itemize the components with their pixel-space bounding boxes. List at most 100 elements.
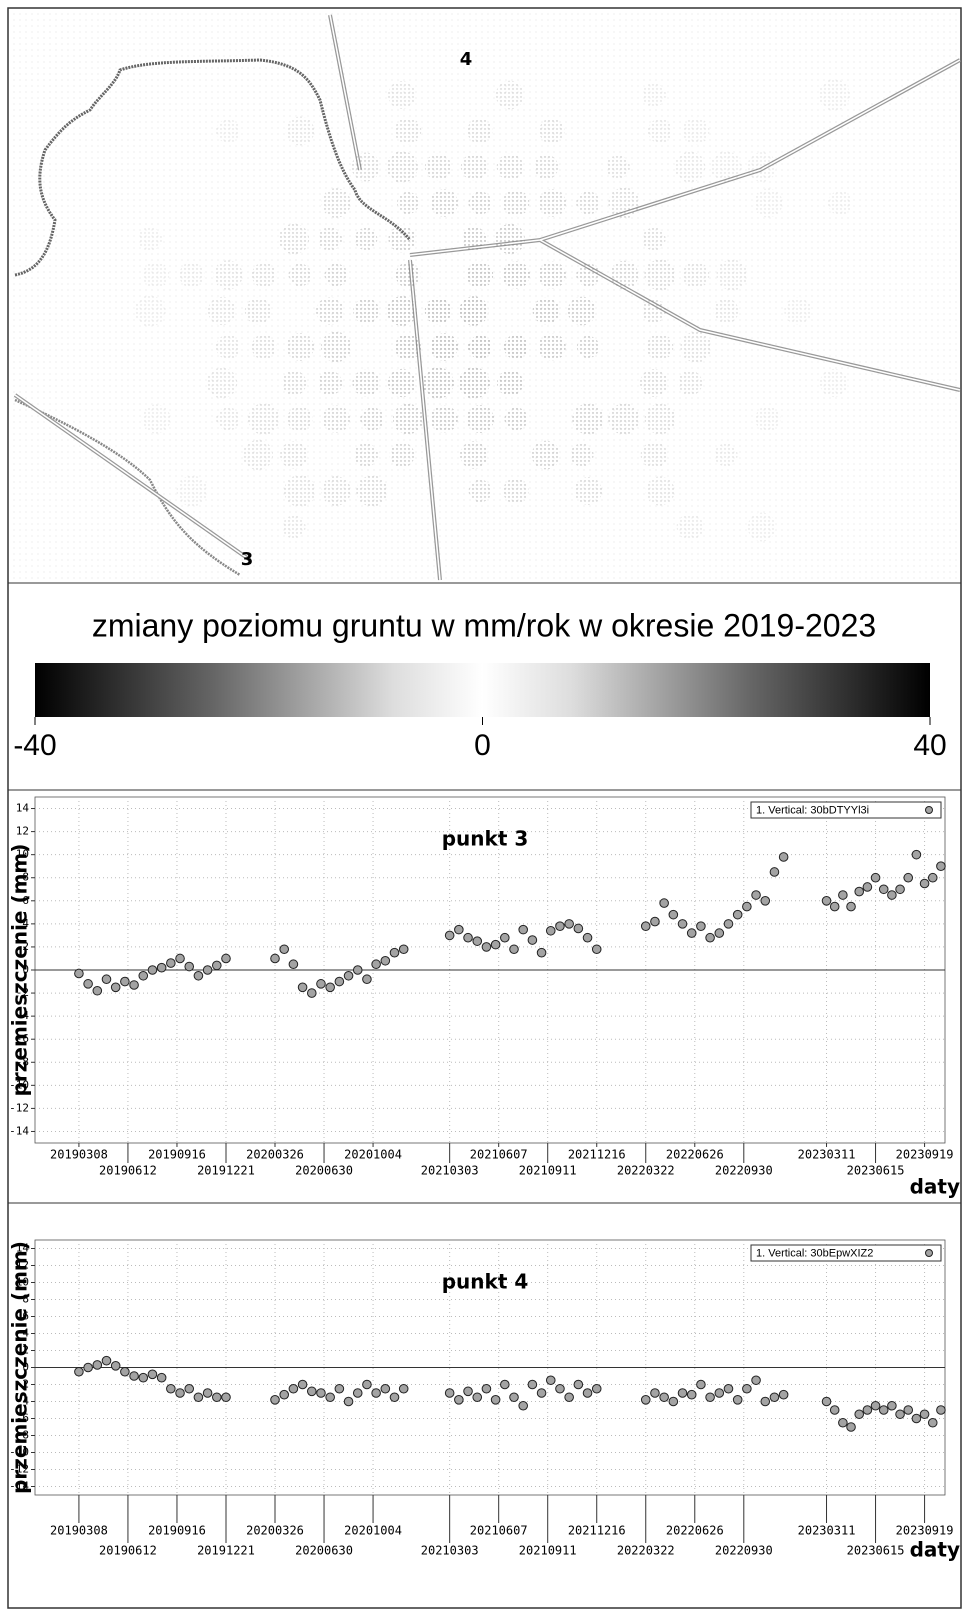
data-point [111, 983, 120, 992]
map-cluster [497, 154, 524, 181]
data-point [687, 1390, 696, 1399]
colorbar-tick-label: 0 [474, 729, 491, 762]
x-tick-label: 20230311 [798, 1148, 856, 1162]
data-point [482, 943, 491, 952]
map-cluster [279, 224, 309, 254]
data-point [519, 1401, 528, 1410]
colorbar-title: zmiany poziomu gruntu w mm/rok w okresie… [92, 607, 876, 643]
x-tick-label: 20191221 [197, 1544, 255, 1558]
data-point [353, 966, 362, 975]
map-cluster [284, 475, 316, 507]
data-point [724, 920, 733, 929]
data-point [937, 862, 946, 871]
y-tick-label: 12 [16, 825, 29, 838]
data-point [743, 902, 752, 911]
data-point [455, 925, 464, 934]
chart-title: punkt 3 [442, 827, 529, 851]
map-label: 4 [460, 49, 473, 70]
x-tick-label: 20220626 [666, 1148, 724, 1162]
data-point [271, 1396, 280, 1405]
data-point [157, 963, 166, 972]
map-cluster [748, 513, 777, 542]
data-point [641, 922, 650, 931]
map-cluster [459, 296, 488, 325]
data-point [222, 954, 231, 963]
map-cluster [538, 261, 565, 288]
data-point [307, 989, 316, 998]
map-cluster [468, 335, 492, 359]
y-tick-label: -14 [9, 1124, 29, 1137]
data-point [102, 1356, 111, 1365]
data-point [863, 1406, 872, 1415]
data-point [752, 891, 761, 900]
data-point [565, 920, 574, 929]
data-point [937, 1406, 946, 1415]
map-cluster [496, 81, 525, 110]
x-tick-label: 20191221 [197, 1164, 255, 1178]
map-cluster [243, 440, 273, 470]
data-point [317, 980, 326, 989]
map-cluster [458, 367, 489, 398]
data-point [203, 966, 212, 975]
x-tick-label: 20200630 [295, 1164, 353, 1178]
map-cluster [538, 189, 566, 217]
data-point [871, 1401, 880, 1410]
data-point [565, 1393, 574, 1402]
data-point [390, 1393, 399, 1402]
data-point [592, 945, 601, 954]
data-point [335, 1384, 344, 1393]
data-point [381, 956, 390, 965]
map-cluster [644, 259, 675, 290]
data-point [669, 1397, 678, 1406]
map-cluster [321, 332, 351, 362]
x-tick-label: 20211216 [568, 1148, 626, 1162]
data-point [519, 925, 528, 934]
y-axis-label: przemieszczenie (mm) [8, 844, 32, 1097]
map-cluster [647, 334, 674, 361]
data-point [830, 902, 839, 911]
map-cluster [504, 335, 529, 360]
data-point [464, 1387, 473, 1396]
map-cluster [683, 118, 710, 145]
data-point [139, 971, 148, 980]
map-cluster [286, 333, 314, 361]
map-cluster [143, 262, 170, 289]
data-point [920, 879, 929, 888]
data-point [344, 971, 353, 980]
data-point [546, 926, 555, 935]
map-cluster [141, 404, 170, 433]
data-point [510, 945, 519, 954]
data-point [167, 959, 176, 968]
map-cluster [322, 405, 350, 433]
data-point [896, 1410, 905, 1419]
map-cluster [747, 152, 776, 181]
data-point [203, 1389, 212, 1398]
data-point [501, 933, 510, 942]
map-cluster [387, 296, 417, 326]
data-point [660, 899, 669, 908]
map-cluster [503, 190, 530, 217]
map-cluster [574, 477, 602, 505]
map-cluster [245, 298, 271, 324]
map-cluster [422, 367, 453, 398]
map-cluster [397, 192, 419, 214]
data-point [298, 1380, 307, 1389]
map-cluster [466, 405, 494, 433]
map-cluster [577, 336, 599, 358]
data-point [501, 1380, 510, 1389]
map-cluster [717, 260, 748, 291]
map-cluster [395, 118, 421, 144]
map-cluster [425, 298, 451, 324]
data-point [641, 1396, 650, 1405]
x-tick-label: 20230615 [847, 1164, 905, 1178]
data-point [148, 966, 157, 975]
data-point [353, 1389, 362, 1398]
data-point [528, 1380, 537, 1389]
x-tick-label: 20211216 [568, 1524, 626, 1538]
map-cluster [353, 370, 380, 397]
map-cluster [532, 441, 561, 470]
data-point [372, 1389, 381, 1398]
data-point [847, 902, 856, 911]
data-point [491, 1396, 500, 1405]
map-cluster [467, 118, 492, 143]
